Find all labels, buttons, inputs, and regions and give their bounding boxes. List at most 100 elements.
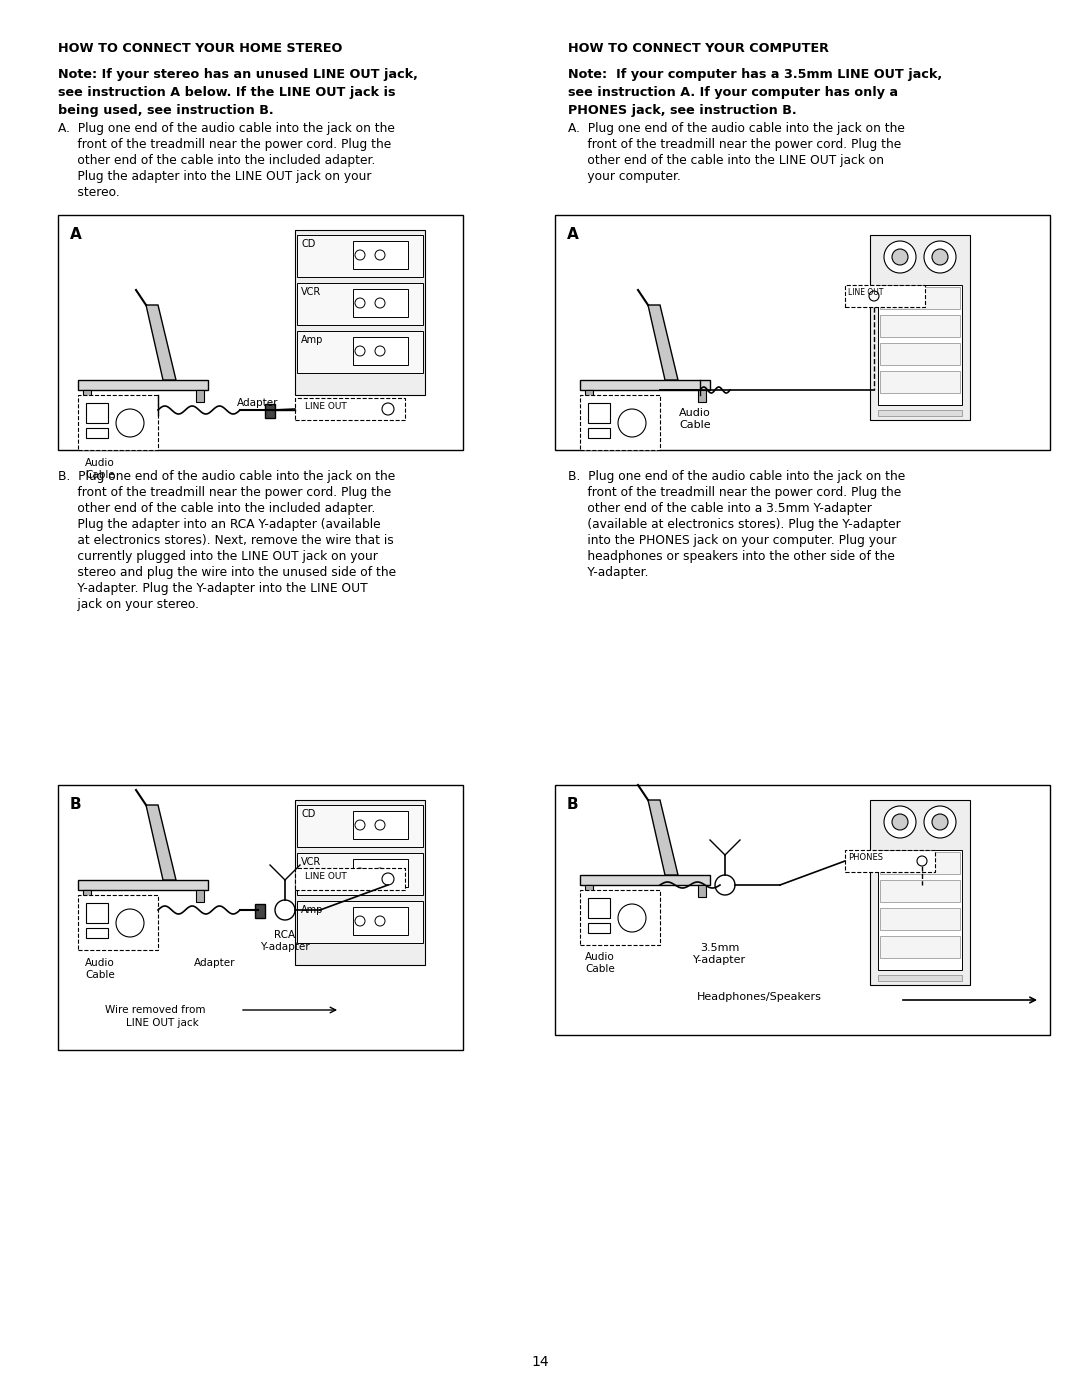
Circle shape xyxy=(375,298,384,307)
Bar xyxy=(297,331,423,373)
Polygon shape xyxy=(146,805,176,880)
Bar xyxy=(255,904,265,918)
Circle shape xyxy=(355,868,365,877)
Text: PHONES jack, see instruction B.: PHONES jack, see instruction B. xyxy=(568,103,797,117)
Bar xyxy=(580,890,660,944)
Bar xyxy=(880,852,960,875)
Text: front of the treadmill near the power cord. Plug the: front of the treadmill near the power co… xyxy=(58,486,391,499)
Text: PHONES: PHONES xyxy=(848,854,883,862)
Text: Cable: Cable xyxy=(679,420,711,430)
Text: front of the treadmill near the power cord. Plug the: front of the treadmill near the power co… xyxy=(568,138,901,151)
Text: B.  Plug one end of the audio cable into the jack on the: B. Plug one end of the audio cable into … xyxy=(58,469,395,483)
Text: other end of the cable into the included adapter.: other end of the cable into the included… xyxy=(58,154,376,168)
Bar xyxy=(353,242,408,270)
Circle shape xyxy=(375,916,384,926)
Bar xyxy=(297,805,423,847)
Bar xyxy=(588,427,610,439)
Text: B: B xyxy=(70,798,82,812)
Polygon shape xyxy=(78,880,208,890)
Bar xyxy=(870,800,970,985)
Bar xyxy=(880,372,960,393)
Text: being used, see instruction B.: being used, see instruction B. xyxy=(58,103,273,117)
Bar xyxy=(78,395,158,450)
Text: Amp: Amp xyxy=(301,905,323,915)
Circle shape xyxy=(932,814,948,830)
Bar xyxy=(78,895,158,950)
Circle shape xyxy=(375,250,384,260)
Bar xyxy=(585,886,593,897)
Text: other end of the cable into the LINE OUT jack on: other end of the cable into the LINE OUT… xyxy=(568,154,885,168)
Circle shape xyxy=(375,868,384,877)
Bar xyxy=(295,800,426,965)
Circle shape xyxy=(892,814,908,830)
Bar xyxy=(588,898,610,918)
Circle shape xyxy=(116,909,144,937)
Circle shape xyxy=(355,250,365,260)
Bar xyxy=(295,868,405,890)
Circle shape xyxy=(917,856,927,866)
Text: Audio: Audio xyxy=(85,958,114,968)
Text: Cable: Cable xyxy=(85,970,114,981)
Text: 14: 14 xyxy=(531,1355,549,1369)
Text: into the PHONES jack on your computer. Plug your: into the PHONES jack on your computer. P… xyxy=(568,534,896,548)
Bar xyxy=(353,907,408,935)
Text: see instruction A. If your computer has only a: see instruction A. If your computer has … xyxy=(568,87,899,99)
Bar xyxy=(295,231,426,395)
Text: at electronics stores). Next, remove the wire that is: at electronics stores). Next, remove the… xyxy=(58,534,394,548)
Text: Cable: Cable xyxy=(585,964,615,974)
Bar xyxy=(878,975,962,981)
Text: Plug the adapter into an RCA Y-adapter (available: Plug the adapter into an RCA Y-adapter (… xyxy=(58,518,380,531)
Text: RCA: RCA xyxy=(274,930,296,940)
Text: your computer.: your computer. xyxy=(568,170,680,183)
Bar xyxy=(845,849,935,872)
Bar xyxy=(86,902,108,923)
Text: LINE OUT jack: LINE OUT jack xyxy=(125,1018,199,1028)
Text: Adapter: Adapter xyxy=(238,398,279,408)
Bar xyxy=(297,235,423,277)
Bar xyxy=(878,849,962,970)
Circle shape xyxy=(869,291,879,300)
Text: (available at electronics stores). Plug the Y-adapter: (available at electronics stores). Plug … xyxy=(568,518,901,531)
Circle shape xyxy=(355,916,365,926)
Bar xyxy=(698,886,706,897)
Text: Y-adapter.: Y-adapter. xyxy=(568,566,648,578)
Text: Amp: Amp xyxy=(301,335,323,345)
Bar xyxy=(58,785,463,1051)
Circle shape xyxy=(885,806,916,838)
Bar xyxy=(555,215,1050,450)
Bar xyxy=(870,235,970,420)
Text: Wire removed from: Wire removed from xyxy=(105,1004,205,1016)
Circle shape xyxy=(924,806,956,838)
Text: Y-adapter: Y-adapter xyxy=(693,956,746,965)
Bar xyxy=(353,337,408,365)
Bar xyxy=(265,404,275,418)
Bar xyxy=(878,409,962,416)
Polygon shape xyxy=(580,380,710,390)
Bar xyxy=(297,854,423,895)
Polygon shape xyxy=(648,305,678,380)
Bar xyxy=(353,289,408,317)
Polygon shape xyxy=(146,305,176,380)
Text: Audio: Audio xyxy=(85,458,114,468)
Text: headphones or speakers into the other side of the: headphones or speakers into the other si… xyxy=(568,550,895,563)
Circle shape xyxy=(618,904,646,932)
Bar xyxy=(880,908,960,930)
Circle shape xyxy=(382,873,394,886)
Bar xyxy=(83,890,91,902)
Text: front of the treadmill near the power cord. Plug the: front of the treadmill near the power co… xyxy=(58,138,391,151)
Text: LINE OUT: LINE OUT xyxy=(305,872,347,882)
Bar xyxy=(880,314,960,337)
Bar xyxy=(353,859,408,887)
Text: A: A xyxy=(70,226,82,242)
Circle shape xyxy=(355,298,365,307)
Text: Audio: Audio xyxy=(679,408,711,418)
Circle shape xyxy=(892,249,908,265)
Bar xyxy=(58,215,463,450)
Polygon shape xyxy=(648,800,678,875)
Bar xyxy=(353,812,408,840)
Text: VCR: VCR xyxy=(301,286,321,298)
Bar xyxy=(195,890,204,902)
Text: stereo.: stereo. xyxy=(58,186,120,198)
Circle shape xyxy=(924,242,956,272)
Text: LINE OUT: LINE OUT xyxy=(305,402,347,411)
